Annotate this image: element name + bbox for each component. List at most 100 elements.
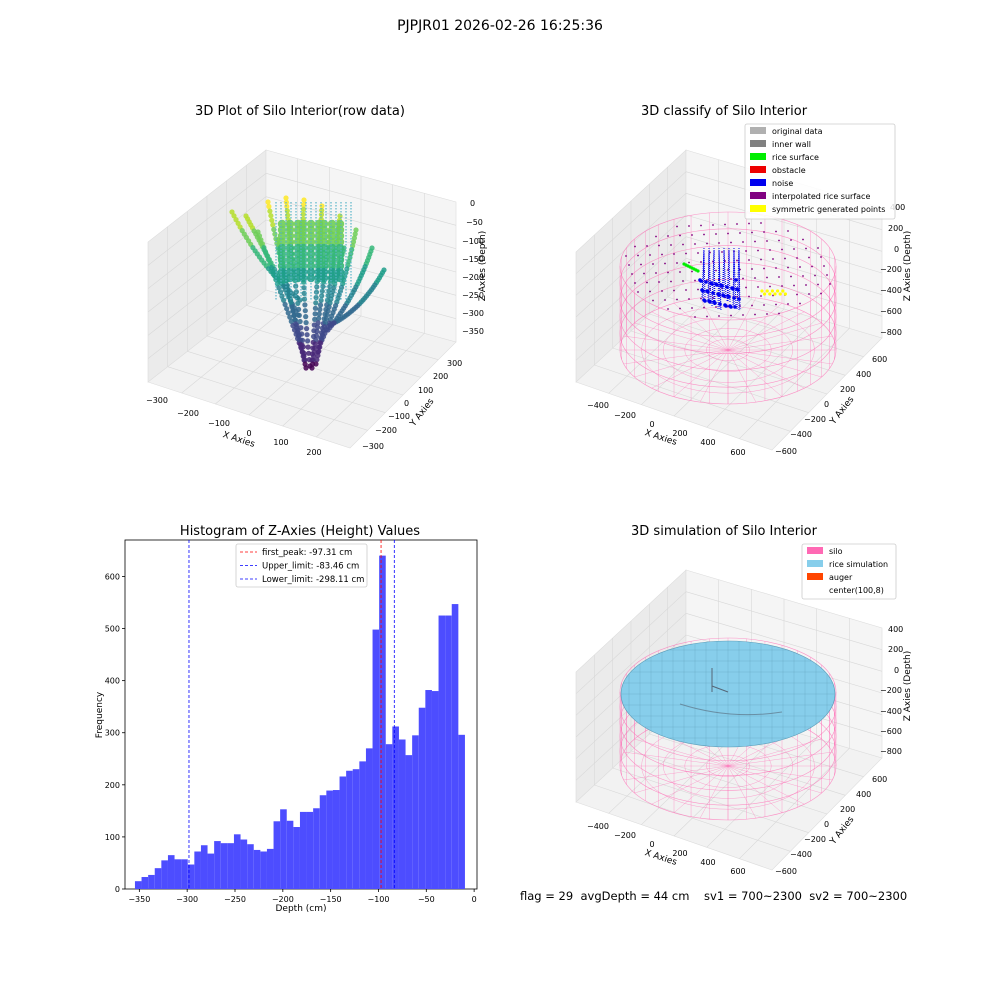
data-point — [325, 308, 331, 314]
histogram-bar — [266, 848, 274, 889]
data-point — [255, 229, 261, 235]
data-point — [301, 357, 307, 363]
interpolated-point — [703, 233, 705, 236]
legend-label: Lower_limit: -298.11 cm — [262, 575, 364, 585]
axes-3d-frame — [147, 149, 457, 449]
noise-point — [722, 294, 726, 298]
data-point — [312, 341, 318, 347]
interpolated-point — [736, 259, 738, 262]
data-point — [294, 325, 300, 331]
data-point — [268, 213, 274, 219]
interpolated-point — [688, 225, 690, 227]
silo-floor-spoke — [699, 349, 729, 403]
data-point — [285, 267, 295, 277]
data-point — [267, 260, 273, 267]
grid-line — [667, 296, 864, 357]
data-point — [312, 345, 318, 351]
interpolated-point — [781, 248, 783, 251]
data-point — [281, 297, 287, 303]
histogram-bar — [247, 844, 254, 889]
data-point — [327, 283, 333, 290]
data-point — [301, 285, 307, 291]
data-point — [297, 318, 303, 325]
legend-label: center(100,8) — [829, 586, 884, 595]
interpolated-point — [718, 315, 720, 317]
noise-point — [725, 285, 729, 289]
silo-floor-spoke — [727, 765, 833, 781]
interpolated-point — [778, 239, 780, 242]
data-point — [273, 277, 279, 283]
silo-floor-spoke — [673, 349, 729, 397]
data-point — [316, 315, 322, 321]
data-point — [277, 267, 287, 277]
raw-point-cloud — [229, 195, 387, 371]
data-point — [282, 301, 288, 308]
histogram-bar — [392, 726, 399, 889]
z-tick: −200 — [462, 273, 484, 282]
data-point — [317, 306, 323, 313]
interpolated-point — [706, 315, 708, 318]
data-point — [304, 332, 310, 338]
y-tick: −400 — [790, 430, 812, 439]
z-tick: −800 — [880, 328, 902, 337]
z-tick: −800 — [880, 747, 902, 756]
interpolated-point — [814, 274, 816, 277]
histogram-bar — [181, 859, 188, 889]
data-point — [287, 314, 293, 320]
grid-line — [265, 173, 457, 226]
data-point — [295, 333, 302, 339]
silo-floor-spoke — [651, 765, 729, 805]
data-point — [299, 349, 305, 355]
auger-marker — [711, 685, 729, 693]
z-tick: 0 — [894, 666, 899, 675]
interpolated-point — [676, 262, 678, 264]
interpolated-point — [691, 307, 693, 309]
symmetric-point — [778, 292, 782, 296]
interpolated-point — [730, 241, 732, 244]
data-point — [316, 311, 322, 317]
interpolated-point — [826, 274, 828, 276]
x-tick-label: −150 — [320, 895, 342, 904]
data-point — [290, 308, 296, 314]
y-tick: 600 — [872, 775, 887, 784]
noise-point-column — [732, 247, 735, 307]
legend-box — [744, 123, 896, 220]
surface-shadow — [679, 703, 783, 716]
z-tick: −150 — [462, 255, 484, 264]
interpolated-point — [781, 285, 783, 287]
x-tick: 600 — [730, 448, 745, 457]
histogram-chart: −350 −300 −250 −200 −150 −100 −50 0 0 100 200 300 4… — [95, 539, 478, 914]
interpolated-point — [694, 279, 696, 282]
interpolated-point — [802, 275, 804, 277]
y-axis-ticks: 0 100 200 300 400 500 600 — [105, 572, 125, 894]
z-tick: 400 — [890, 203, 905, 212]
histogram-bar — [187, 864, 195, 889]
x-axis-ticks: −350 −300 −250 −200 −150 −100 −50 0 — [128, 889, 477, 904]
x-tick: 200 — [306, 448, 321, 457]
histogram-bar — [365, 748, 373, 889]
legend-label: Upper_limit: -83.46 cm — [262, 562, 359, 572]
symmetric-point — [768, 292, 772, 296]
legend-label: symmetric generated points — [772, 205, 885, 214]
raw-data-3d-plot: −300 −200 −100 0 100 200 X Axies 300 200… — [146, 149, 488, 457]
y-axis-label: Y Axies — [828, 815, 857, 848]
x-tick: 0 — [649, 420, 654, 429]
symmetric-point — [773, 292, 777, 296]
data-point — [314, 328, 320, 334]
data-point — [259, 241, 265, 247]
data-point — [285, 273, 295, 283]
histogram-bar — [253, 849, 261, 889]
legend-label: noise — [772, 179, 793, 188]
interpolated-point — [682, 243, 684, 246]
data-point — [297, 341, 303, 347]
interpolated-point — [625, 255, 627, 257]
data-point — [285, 243, 295, 253]
data-point — [274, 281, 280, 287]
z-tick: 0 — [894, 245, 899, 254]
data-point — [285, 249, 295, 259]
interpolated-point — [787, 230, 789, 232]
interpolated-point — [634, 282, 636, 284]
interpolated-point — [766, 240, 768, 242]
noise-point — [711, 291, 715, 295]
interpolated-point — [745, 286, 747, 289]
